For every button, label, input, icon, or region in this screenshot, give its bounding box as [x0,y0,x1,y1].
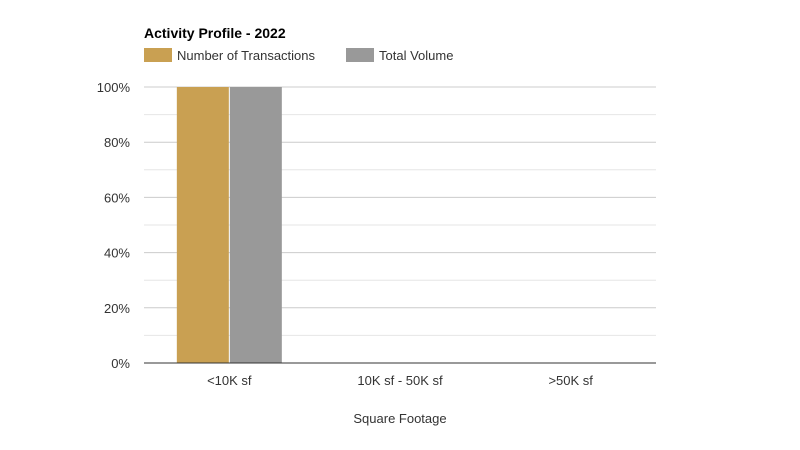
legend-label-volume: Total Volume [379,48,453,63]
y-axis-ticks: 0% 20% 40% 60% 80% 100% [97,80,131,371]
x-tick-label: >50K sf [548,373,593,388]
legend-swatch-transactions [144,48,172,62]
y-tick-label: 0% [111,356,130,371]
x-axis-ticks: <10K sf 10K sf - 50K sf >50K sf [207,373,593,388]
y-tick-label: 40% [104,246,130,261]
legend: Number of Transactions Total Volume [144,48,453,63]
y-tick-label: 80% [104,135,130,150]
y-tick-label: 100% [97,80,131,95]
y-tick-label: 60% [104,190,130,205]
bar-volume-0 [229,87,282,363]
grid [144,86,656,336]
legend-label-transactions: Number of Transactions [177,48,316,63]
bars [176,87,282,363]
x-tick-label: <10K sf [207,373,252,388]
chart-title: Activity Profile - 2022 [144,25,286,41]
x-tick-label: 10K sf - 50K sf [357,373,443,388]
y-tick-label: 20% [104,301,130,316]
x-axis-title: Square Footage [353,411,446,426]
bar-transactions-0 [176,87,229,363]
legend-swatch-volume [346,48,374,62]
